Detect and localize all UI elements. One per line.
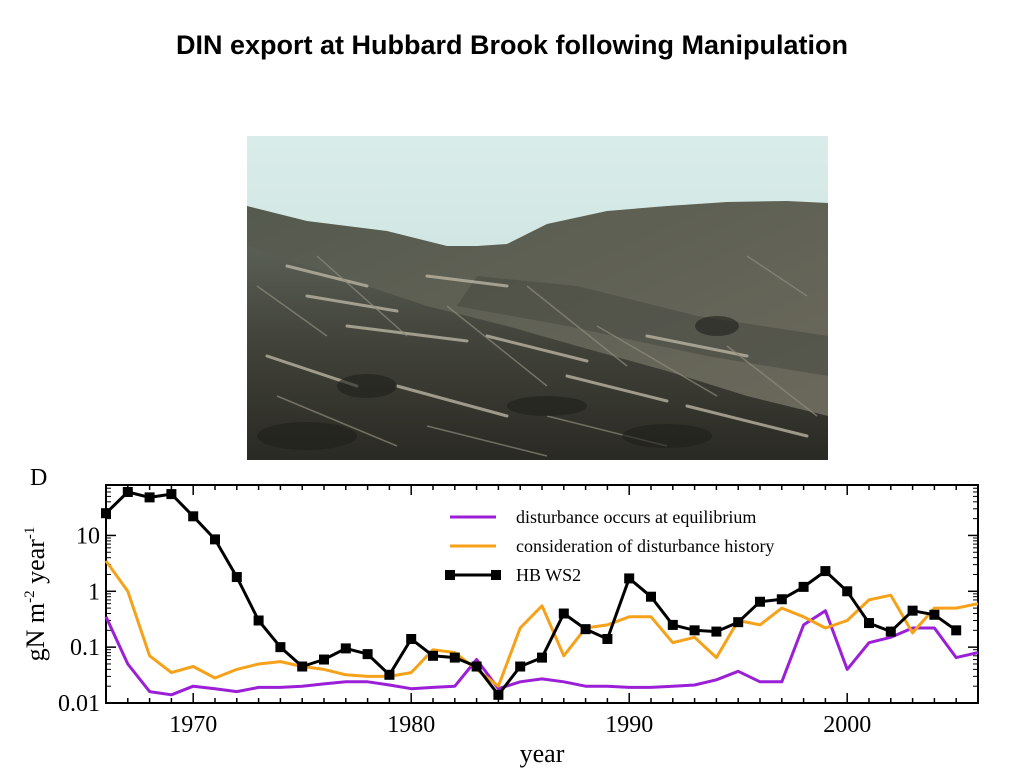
data-point [885, 626, 896, 637]
y-tick-label: 0.01 [58, 691, 100, 717]
data-point [602, 633, 613, 644]
data-point [362, 649, 373, 660]
axis-ticks: 1970 1980 1990 2000 10 1 0.1 0.01 [58, 484, 979, 738]
data-point [144, 492, 155, 503]
data-point [449, 652, 460, 663]
data-point [580, 624, 591, 635]
y-label-exp2: -1 [22, 527, 38, 540]
legend-marker [491, 570, 501, 580]
clearcut-forest-photo [247, 136, 828, 460]
data-point [188, 511, 199, 522]
data-point [776, 594, 787, 605]
y-tick-label: 1 [88, 579, 100, 605]
data-point [493, 689, 504, 700]
data-point [646, 591, 656, 602]
data-point [166, 489, 177, 500]
data-point [210, 534, 220, 545]
din-export-chart: D 1970 1980 1990 2000 10 1 0.1 0.01 disturbance… [21, 465, 979, 768]
data-point [101, 508, 111, 519]
x-tick-label: 1970 [169, 712, 217, 738]
legend-marker [445, 570, 455, 580]
series-line-0 [104, 609, 979, 697]
data-point [231, 572, 242, 583]
data-point [471, 661, 482, 672]
data-point [384, 669, 395, 680]
data-point [275, 642, 286, 653]
data-point [253, 615, 264, 626]
legend-label: disturbance occurs at equilibrium [516, 507, 756, 527]
y-tick-label: 10 [76, 523, 100, 549]
y-tick-label: 0.1 [70, 635, 100, 661]
series-line-1 [104, 560, 979, 688]
data-point [929, 609, 940, 620]
data-point [951, 625, 962, 636]
legend: disturbance occurs at equilibrium conside… [445, 507, 774, 585]
data-point [667, 619, 678, 630]
data-point [689, 625, 700, 636]
data-point [515, 661, 526, 672]
x-tick-label: 2000 [823, 712, 871, 738]
data-point [798, 581, 809, 592]
data-point [406, 633, 417, 644]
page-title: DIN export at Hubbard Brook following Ma… [176, 30, 848, 60]
data-point [319, 654, 329, 665]
x-tick-label: 1990 [605, 712, 653, 738]
y-label-exp1: -2 [22, 590, 38, 603]
data-point [907, 605, 918, 616]
panel-label: D [30, 465, 47, 491]
series-lines [101, 486, 979, 700]
data-point [842, 586, 853, 597]
x-tick-label: 1980 [387, 712, 435, 738]
legend-label: HB WS2 [516, 565, 581, 585]
data-point [340, 643, 351, 654]
data-point [733, 617, 744, 628]
data-point [820, 566, 831, 577]
data-point [864, 618, 874, 629]
data-point [428, 650, 438, 661]
y-label-units: gN m [21, 603, 50, 662]
y-label-year: year [21, 539, 50, 591]
data-point [537, 652, 547, 663]
data-point [558, 608, 569, 619]
y-axis-label: gN m-2 year-1 [21, 527, 50, 662]
data-point [711, 626, 722, 637]
data-point [122, 486, 133, 497]
data-point [297, 661, 308, 672]
data-point [624, 573, 635, 584]
legend-label: consideration of disturbance history [516, 536, 774, 556]
x-axis-label: year [520, 739, 565, 768]
data-point [755, 596, 765, 607]
series-line-2 [104, 490, 958, 697]
